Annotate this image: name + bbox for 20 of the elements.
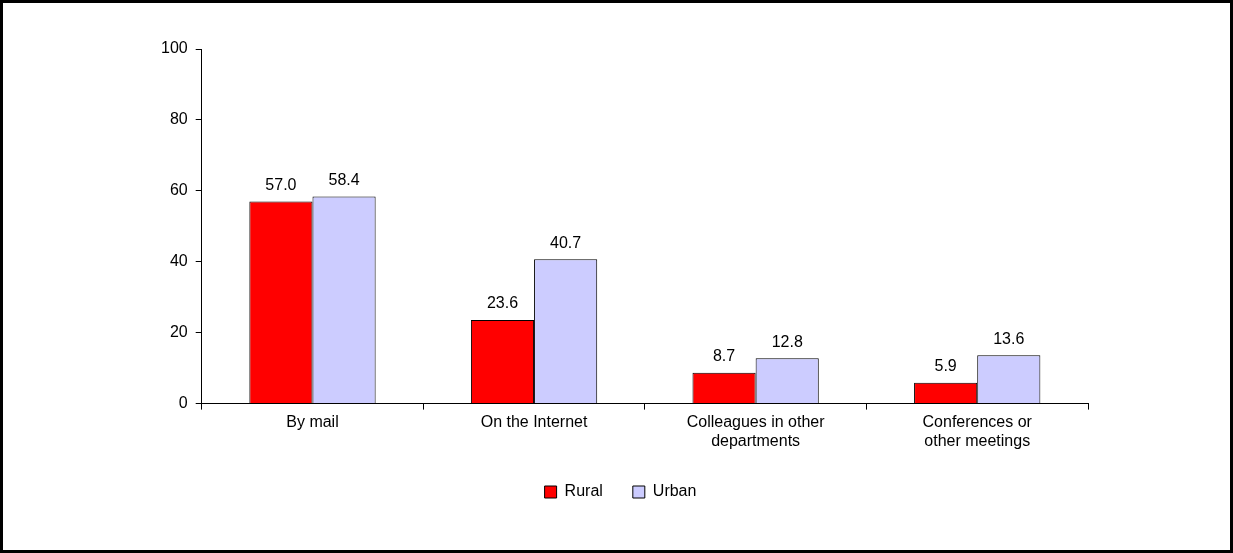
legend-label: Rural [564, 482, 603, 500]
x-tick-label: Conferences or other meetings [922, 412, 1033, 449]
data-label: 23.6 [486, 294, 519, 312]
data-label: 5.9 [934, 357, 957, 375]
y-tick-label: 60 [169, 181, 188, 199]
x-tick-label: On the Internet [480, 412, 588, 430]
y-tick-label: 20 [169, 323, 188, 341]
data-label: 40.7 [550, 233, 582, 251]
data-label: 13.6 [993, 329, 1025, 347]
y-tick-label: 0 [178, 394, 188, 412]
data-label: 12.8 [771, 332, 803, 350]
data-label: 58.4 [328, 170, 360, 188]
x-tick-label: Colleagues in other departments [686, 412, 826, 449]
y-tick-label: 80 [169, 110, 188, 128]
data-label: 8.7 [712, 347, 736, 365]
x-tick-label: By mail [286, 412, 339, 430]
legend-label: Urban [652, 482, 697, 500]
y-tick-label: 40 [169, 252, 188, 270]
y-tick-label: 100 [160, 39, 188, 57]
data-label: 57.0 [265, 175, 297, 193]
